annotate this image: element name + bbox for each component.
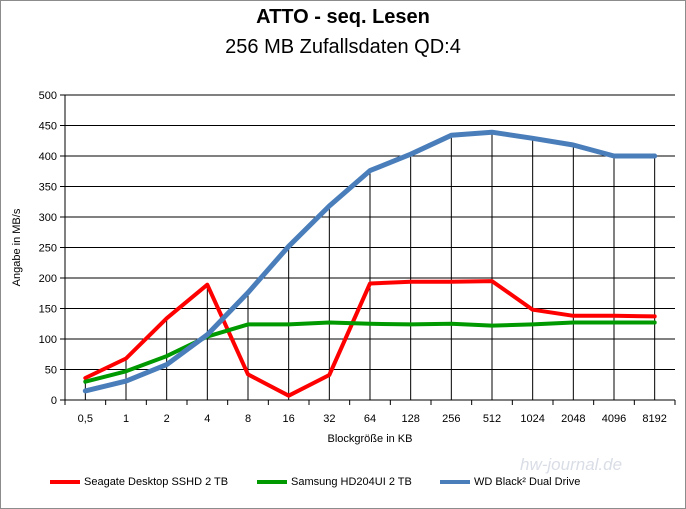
legend-item: WD Black² Dual Drive xyxy=(440,476,580,488)
legend-label: WD Black² Dual Drive xyxy=(474,476,581,488)
y-tick-label: 0 xyxy=(51,395,57,407)
y-tick-label: 500 xyxy=(39,90,57,102)
chart-subtitle: 256 MB Zufallsdaten QD:4 xyxy=(225,36,461,58)
x-tick-label: 8192 xyxy=(642,413,666,425)
y-tick-label: 100 xyxy=(39,334,57,346)
x-tick-label: 1 xyxy=(123,413,129,425)
legend-swatch xyxy=(50,480,80,484)
x-tick-label: 16 xyxy=(283,413,295,425)
legend-swatch xyxy=(257,480,287,484)
series-line-samsung-hd204ui-2-tb xyxy=(83,320,657,384)
x-tick-label: 0,5 xyxy=(78,413,93,425)
y-tick-label: 200 xyxy=(39,273,57,285)
x-tick-label: 8 xyxy=(245,413,251,425)
y-tick-label: 400 xyxy=(39,151,57,163)
x-tick-label: 2048 xyxy=(561,413,585,425)
series-line-wd-black-dual-drive xyxy=(82,129,658,394)
x-axis-label: Blockgröße in KB xyxy=(328,433,413,445)
x-tick-label: 4096 xyxy=(602,413,626,425)
x-tick-label: 512 xyxy=(483,413,501,425)
legend-item: Samsung HD204UI 2 TB xyxy=(257,476,412,488)
x-tick-label: 4 xyxy=(204,413,210,425)
x-tick-label: 128 xyxy=(401,413,419,425)
x-tick-label: 64 xyxy=(364,413,376,425)
legend-label: Seagate Desktop SSHD 2 TB xyxy=(84,476,229,488)
x-tick-label: 32 xyxy=(323,413,335,425)
y-axis-label: Angabe in MB/s xyxy=(11,208,23,286)
watermark-logo: hw-journal.de xyxy=(520,455,623,474)
y-tick-label: 250 xyxy=(39,243,57,255)
y-tick-label: 300 xyxy=(39,212,57,224)
y-tick-label: 450 xyxy=(39,121,57,133)
y-tick-label: 350 xyxy=(39,182,57,194)
legend-label: Samsung HD204UI 2 TB xyxy=(291,476,412,488)
x-tick-label: 1024 xyxy=(520,413,544,425)
legend-item: Seagate Desktop SSHD 2 TB xyxy=(50,476,228,488)
x-tick-label: 2 xyxy=(164,413,170,425)
y-tick-label: 50 xyxy=(45,365,57,377)
legend-swatch xyxy=(440,480,470,484)
chart-title: ATTO - seq. Lesen xyxy=(256,6,430,28)
series-line-seagate-desktop-sshd-2-tb xyxy=(83,279,657,398)
legend: Seagate Desktop SSHD 2 TB Samsung HD204UI… xyxy=(0,476,686,496)
chart-svg: 0 50 100 150 200 250 300 350 400 450 500 0,5 1 2 4 8 16 3… xyxy=(11,90,676,445)
x-tick-label: 256 xyxy=(442,413,460,425)
y-tick-label: 150 xyxy=(39,304,57,316)
